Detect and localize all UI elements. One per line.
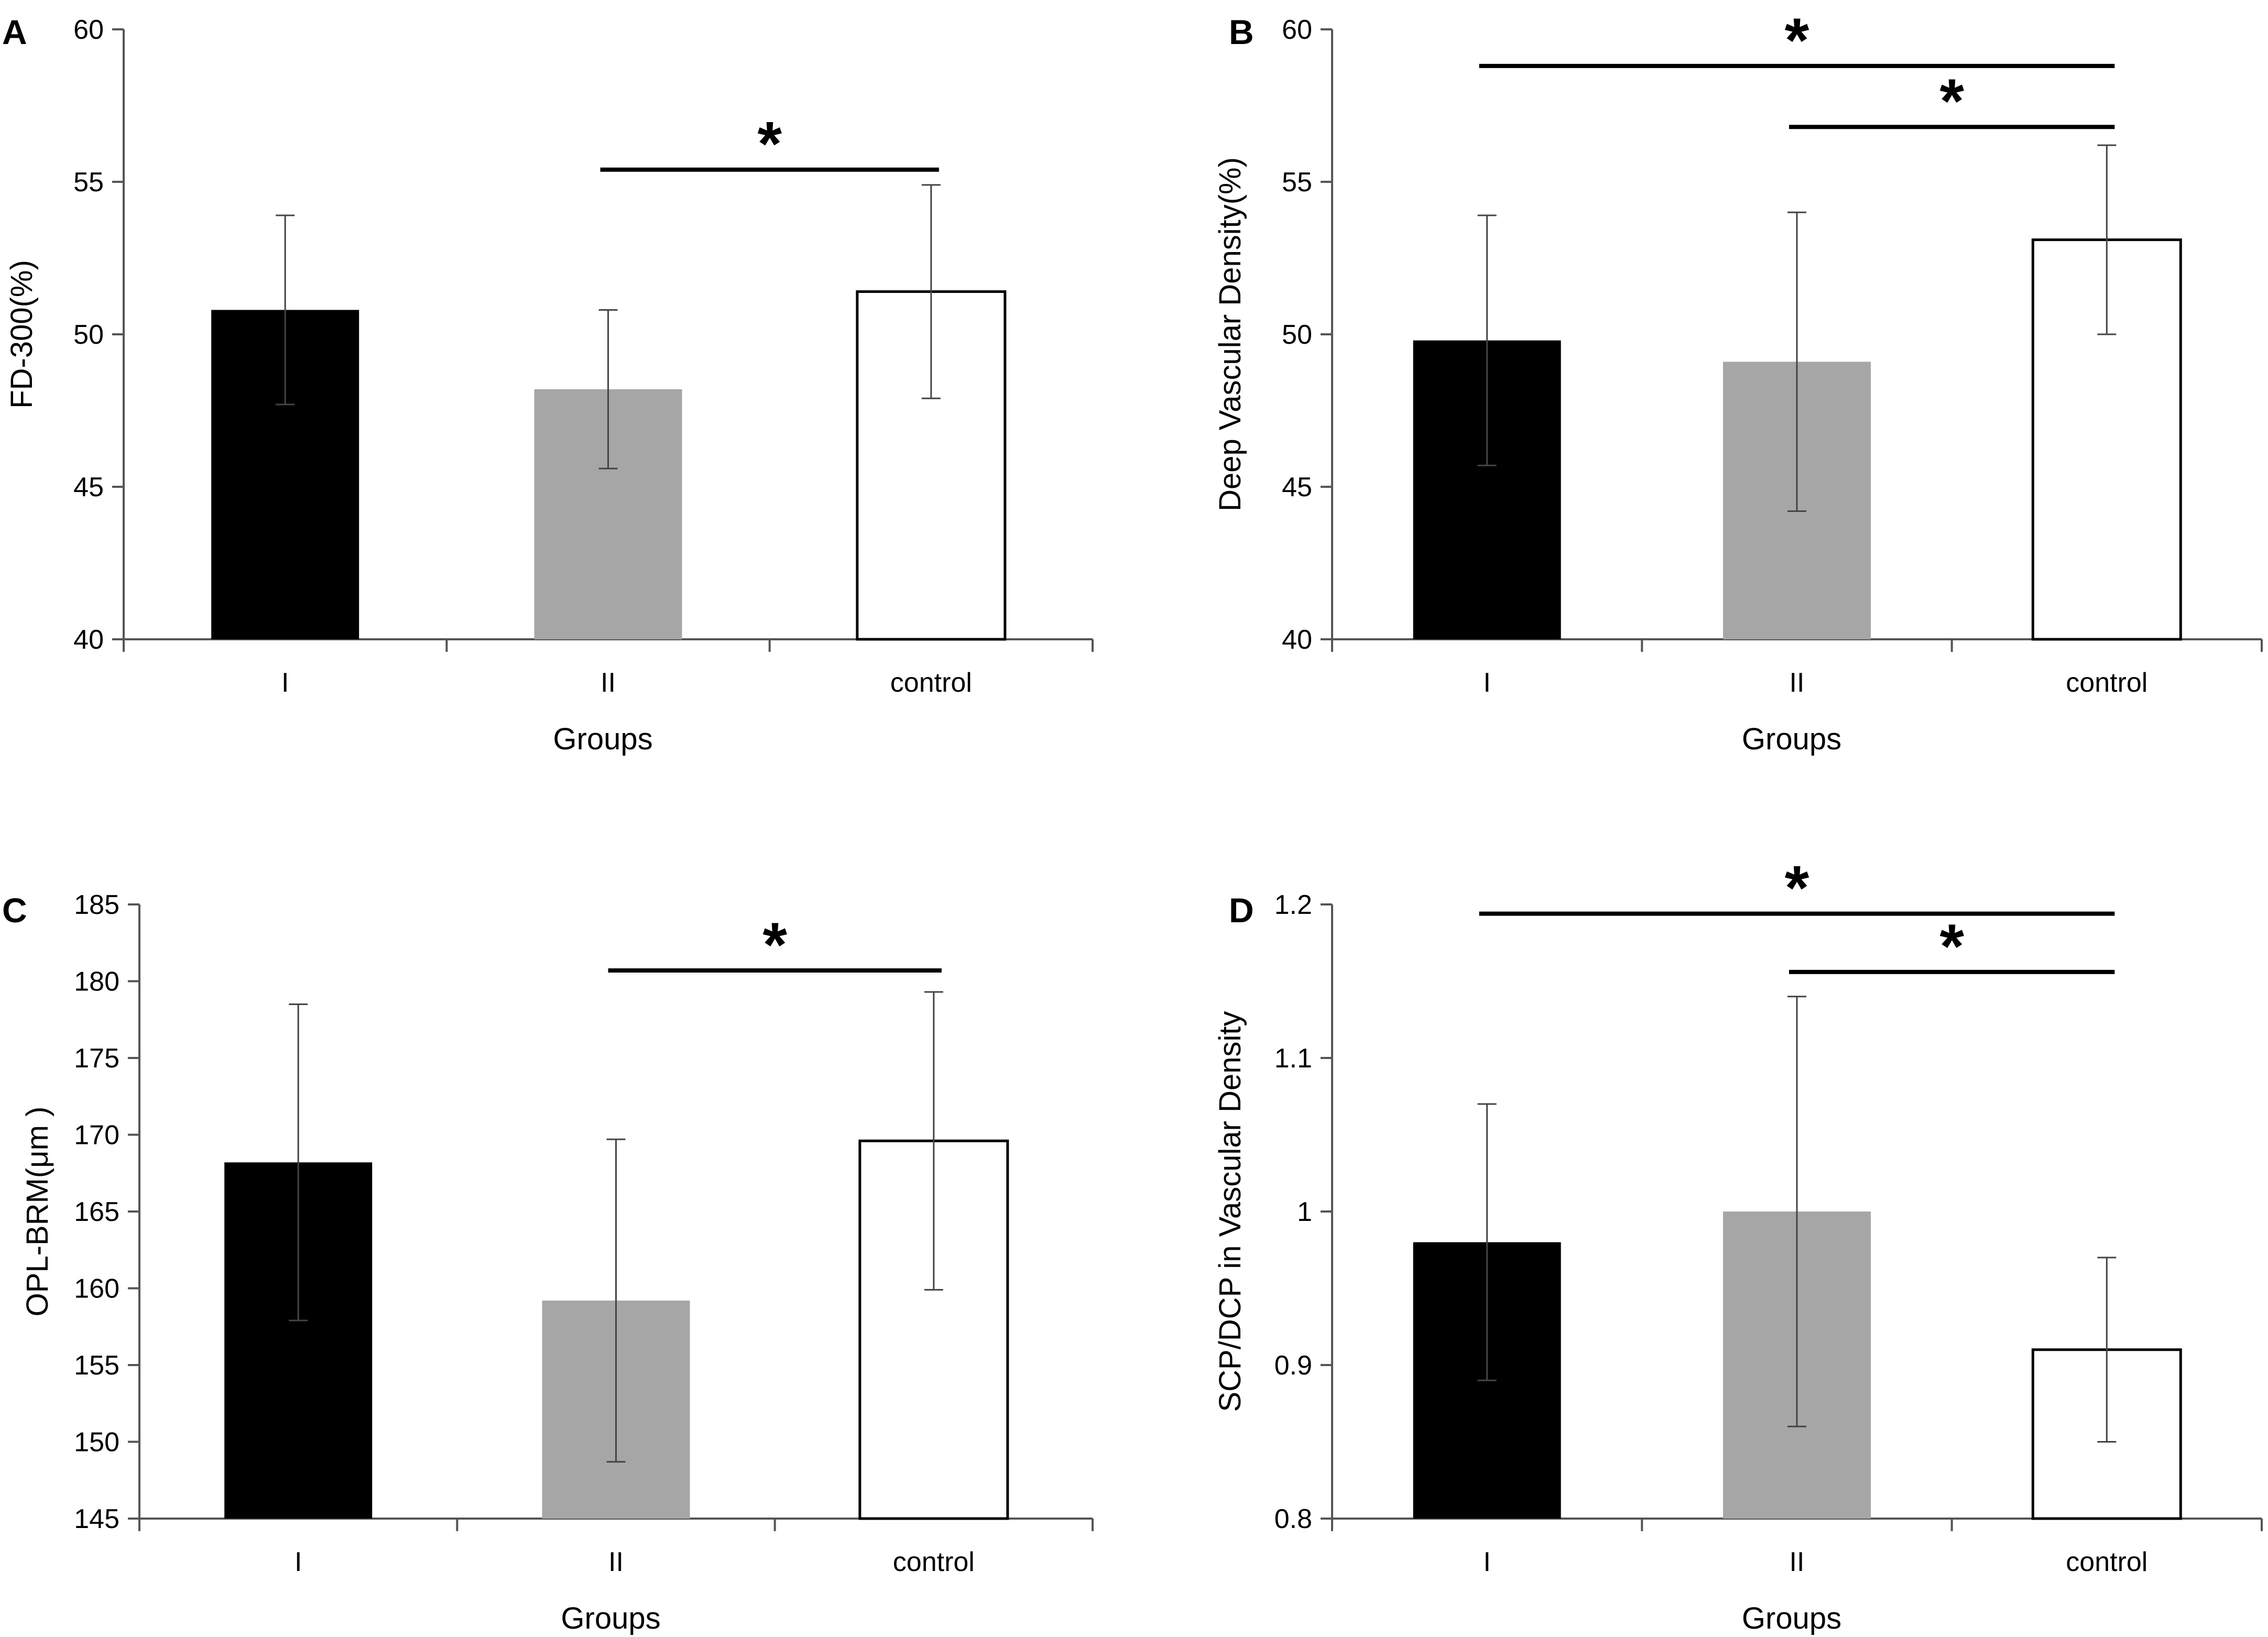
y-tick-label: 160 bbox=[74, 1274, 119, 1304]
significance-star: * bbox=[762, 910, 787, 980]
y-tick-label: 40 bbox=[1282, 625, 1312, 655]
y-tick-label: 180 bbox=[74, 967, 119, 997]
x-tick-label: control bbox=[890, 668, 972, 698]
x-axis-title: Groups bbox=[1742, 722, 1841, 756]
y-tick-label: 1 bbox=[1297, 1197, 1312, 1227]
y-tick-label: 45 bbox=[73, 472, 104, 503]
y-axis-title: SCP/DCP in Vascular Density bbox=[1213, 1011, 1247, 1412]
x-axis-title: Groups bbox=[1742, 1601, 1841, 1635]
y-tick-label: 155 bbox=[74, 1350, 119, 1381]
y-tick-label: 175 bbox=[74, 1043, 119, 1074]
y-tick-label: 1.2 bbox=[1274, 890, 1312, 920]
y-tick-label: 150 bbox=[74, 1427, 119, 1458]
x-tick-label: II bbox=[1790, 1547, 1805, 1577]
y-tick-label: 50 bbox=[73, 320, 104, 350]
y-tick-label: 185 bbox=[74, 890, 119, 920]
y-axis-title: FD-300(%) bbox=[5, 260, 39, 409]
y-tick-label: 170 bbox=[74, 1120, 119, 1151]
x-tick-label: control bbox=[2066, 1547, 2147, 1577]
x-tick-label: II bbox=[608, 1547, 624, 1577]
y-tick-label: 1.1 bbox=[1274, 1043, 1312, 1074]
y-tick-label: 55 bbox=[1282, 167, 1312, 198]
x-tick-label: control bbox=[2066, 668, 2147, 698]
x-axis-title: Groups bbox=[561, 1601, 660, 1635]
x-tick-label: I bbox=[295, 1547, 302, 1577]
y-tick-label: 0.9 bbox=[1274, 1350, 1312, 1381]
significance-star: * bbox=[1785, 5, 1809, 75]
y-tick-label: 50 bbox=[1282, 320, 1312, 350]
panel-letter: C bbox=[2, 891, 27, 930]
y-tick-label: 60 bbox=[73, 15, 104, 45]
x-axis-title: Groups bbox=[553, 722, 652, 756]
x-tick-label: I bbox=[1483, 1547, 1490, 1577]
x-tick-label: II bbox=[1790, 668, 1805, 698]
x-tick-label: I bbox=[1483, 668, 1490, 698]
x-tick-label: control bbox=[893, 1547, 975, 1577]
y-tick-label: 45 bbox=[1282, 472, 1312, 503]
panel-letter: B bbox=[1229, 13, 1254, 51]
x-tick-label: II bbox=[601, 668, 616, 698]
y-tick-label: 165 bbox=[74, 1197, 119, 1227]
y-tick-label: 60 bbox=[1282, 15, 1312, 45]
y-axis-title: Deep Vascular Density(%) bbox=[1213, 157, 1247, 511]
y-tick-label: 0.8 bbox=[1274, 1504, 1312, 1534]
significance-star: * bbox=[1939, 66, 1964, 136]
y-tick-label: 40 bbox=[73, 625, 104, 655]
significance-star: * bbox=[1785, 853, 1809, 923]
panel-letter: D bbox=[1229, 891, 1254, 930]
x-tick-label: I bbox=[281, 668, 289, 698]
significance-star: * bbox=[1939, 911, 1964, 981]
y-axis-title: OPL-BRM(μm ) bbox=[20, 1107, 54, 1317]
y-tick-label: 145 bbox=[74, 1504, 119, 1534]
panel-letter: A bbox=[2, 13, 27, 51]
significance-star: * bbox=[757, 109, 782, 179]
y-tick-label: 55 bbox=[73, 167, 104, 198]
